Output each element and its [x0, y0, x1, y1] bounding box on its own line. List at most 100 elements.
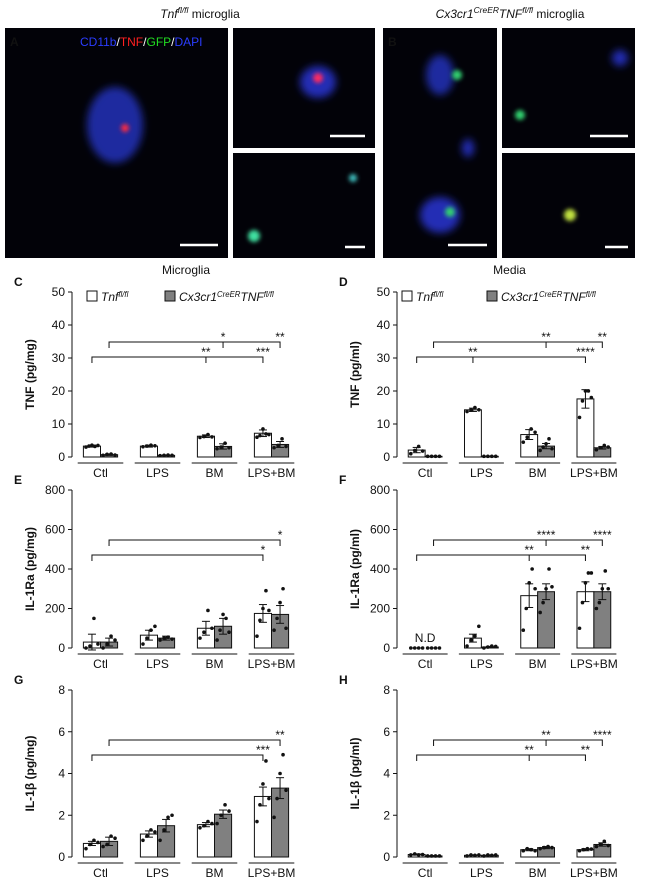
data-point [425, 854, 430, 858]
data-point [278, 771, 282, 776]
data-point [149, 828, 153, 832]
data-point [255, 435, 259, 440]
x-tick-label: LPS [146, 657, 169, 671]
error-bar [162, 818, 171, 833]
y-tick-label: 400 [370, 562, 390, 576]
y-axis-label: IL-1β (pg/ml) [348, 738, 362, 810]
data-point [141, 642, 145, 646]
data-point [473, 853, 477, 858]
y-tick-label: 20 [52, 384, 66, 398]
data-point [433, 454, 438, 459]
data-point [88, 644, 92, 648]
text-part: Tnf [101, 290, 120, 304]
data-point [170, 813, 174, 818]
data-point [109, 452, 113, 456]
y-tick-label: 0 [383, 850, 390, 864]
data-point [533, 848, 537, 853]
bar [593, 591, 612, 649]
data-point [489, 644, 494, 648]
text-part: GFP [146, 35, 171, 49]
error-bar [276, 440, 285, 448]
data-point [224, 616, 228, 621]
data-point [281, 586, 285, 591]
data-point [162, 828, 166, 832]
data-point [96, 840, 100, 845]
data-point [218, 628, 222, 633]
data-point [105, 452, 109, 457]
x-tick-label: LPS [470, 866, 493, 880]
significance-label: ** [468, 345, 478, 359]
legend-label: Cx3cr1CreERTNFfl/fl [179, 290, 274, 305]
y-tick-label: 8 [58, 683, 65, 697]
data-point [258, 803, 262, 807]
y-tick-label: 800 [370, 483, 390, 497]
x-tick-label: LPS [146, 466, 169, 480]
significance-label: **** [593, 528, 612, 542]
data-point [538, 448, 542, 453]
error-bar [87, 633, 96, 651]
y-tick-label: 30 [52, 351, 66, 365]
data-point [493, 644, 498, 649]
data-point [477, 624, 481, 629]
data-point [416, 646, 421, 650]
data-point [477, 853, 481, 857]
data-point [425, 646, 430, 650]
data-point [166, 453, 170, 457]
significance-label: ** [598, 330, 608, 344]
text-part: DAPI [175, 35, 203, 49]
data-point [87, 444, 91, 448]
data-point [267, 432, 271, 437]
text-part: fl/fl [433, 290, 443, 299]
significance-label: *** [256, 345, 270, 359]
text-part: TNF [562, 290, 586, 304]
legend-label: Tnffl/fl [101, 290, 129, 305]
y-tick-label: 0 [383, 641, 390, 655]
x-tick-label: LPS+BM [248, 866, 296, 880]
data-point [598, 445, 603, 450]
data-point [577, 626, 582, 631]
data-point [275, 796, 279, 801]
data-point [109, 634, 113, 638]
data-point [420, 646, 425, 650]
data-point [477, 408, 481, 412]
data-point [420, 852, 425, 857]
data-point [420, 449, 425, 453]
x-tick-label: BM [529, 466, 547, 480]
x-tick-label: BM [206, 866, 224, 880]
data-point [145, 834, 149, 838]
data-point [210, 435, 214, 439]
y-tick-label: 200 [370, 602, 390, 616]
data-point [96, 443, 100, 448]
text-part: / [143, 35, 147, 49]
x-tick-label: LPS [146, 866, 169, 880]
data-point [84, 646, 88, 650]
data-point [433, 646, 438, 650]
x-tick-label: BM [529, 657, 547, 671]
y-tick-label: 6 [383, 725, 390, 739]
data-point [158, 838, 162, 843]
x-tick-label: LPS+BM [570, 657, 618, 671]
data-point [600, 586, 605, 591]
data-point [541, 600, 545, 605]
data-point [465, 854, 469, 858]
data-point [105, 642, 109, 646]
data-point [489, 454, 494, 459]
data-point [264, 759, 268, 763]
y-tick-label: 600 [370, 523, 390, 537]
x-tick-label: LPS [470, 657, 493, 671]
data-point [598, 842, 603, 847]
data-point [153, 624, 157, 629]
data-point [227, 445, 231, 450]
data-point [261, 606, 265, 611]
significance-label: **** [537, 528, 556, 542]
text-part: microglia [188, 7, 240, 21]
image-tile [502, 153, 635, 258]
text-part: Cx3cr1 [501, 290, 539, 304]
significance-label: * [278, 528, 283, 542]
data-point [482, 454, 486, 459]
data-point [202, 823, 206, 828]
significance-label: ** [275, 330, 285, 344]
chart-title: Microglia [162, 263, 210, 277]
text-part: fl/fl [118, 290, 128, 299]
text-part: TNF [499, 7, 523, 21]
